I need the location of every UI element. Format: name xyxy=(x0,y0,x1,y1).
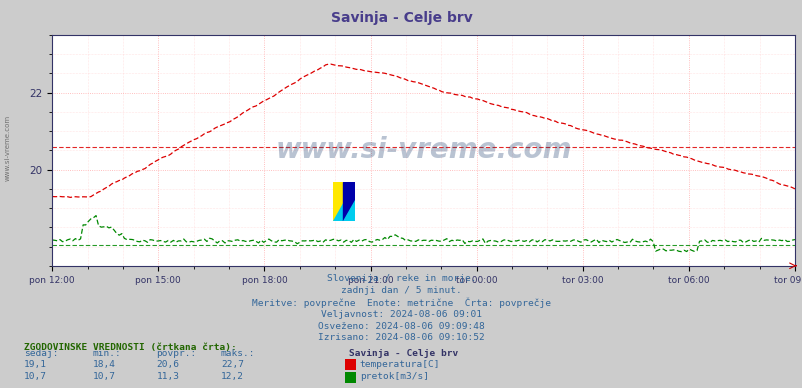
Text: temperatura[C]: temperatura[C] xyxy=(359,360,439,369)
Polygon shape xyxy=(333,182,354,221)
Bar xyxy=(342,182,354,221)
Text: min.:: min.: xyxy=(92,349,121,358)
Text: Slovenija / reke in morje.: Slovenija / reke in morje. xyxy=(326,274,476,282)
Text: Osveženo: 2024-08-06 09:09:48: Osveženo: 2024-08-06 09:09:48 xyxy=(318,322,484,331)
Text: sedaj:: sedaj: xyxy=(24,349,59,358)
Text: 10,7: 10,7 xyxy=(24,372,47,381)
Text: 19,1: 19,1 xyxy=(24,360,47,369)
Text: povpr.:: povpr.: xyxy=(156,349,196,358)
Polygon shape xyxy=(333,182,354,221)
Text: zadnji dan / 5 minut.: zadnji dan / 5 minut. xyxy=(341,286,461,295)
Text: www.si-vreme.com: www.si-vreme.com xyxy=(5,114,11,180)
Text: Savinja - Celje brv: Savinja - Celje brv xyxy=(349,349,458,358)
Text: www.si-vreme.com: www.si-vreme.com xyxy=(275,136,571,165)
Text: 10,7: 10,7 xyxy=(92,372,115,381)
Text: Izrisano: 2024-08-06 09:10:52: Izrisano: 2024-08-06 09:10:52 xyxy=(318,333,484,342)
Text: ZGODOVINSKE VREDNOSTI (črtkana črta):: ZGODOVINSKE VREDNOSTI (črtkana črta): xyxy=(24,343,237,352)
Text: 20,6: 20,6 xyxy=(156,360,180,369)
Text: maks.:: maks.: xyxy=(221,349,255,358)
Polygon shape xyxy=(342,200,354,221)
Text: 11,3: 11,3 xyxy=(156,372,180,381)
Text: 12,2: 12,2 xyxy=(221,372,244,381)
Text: 22,7: 22,7 xyxy=(221,360,244,369)
Text: 18,4: 18,4 xyxy=(92,360,115,369)
Text: Savinja - Celje brv: Savinja - Celje brv xyxy=(330,11,472,25)
Text: Meritve: povprečne  Enote: metrične  Črta: povprečje: Meritve: povprečne Enote: metrične Črta:… xyxy=(252,298,550,308)
Text: Veljavnost: 2024-08-06 09:01: Veljavnost: 2024-08-06 09:01 xyxy=(321,310,481,319)
Text: pretok[m3/s]: pretok[m3/s] xyxy=(359,372,428,381)
